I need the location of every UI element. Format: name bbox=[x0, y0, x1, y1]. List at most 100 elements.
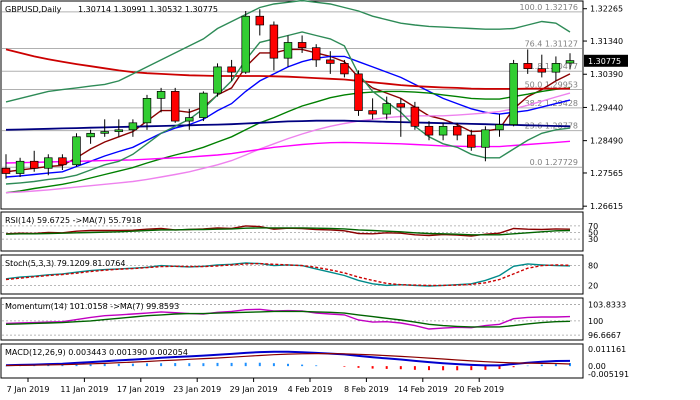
candle-body-16 bbox=[227, 66, 236, 73]
fib-label-6: 0.0 1.27729 bbox=[530, 158, 578, 167]
macd-tick-label-0: 0.011161 bbox=[588, 345, 626, 354]
time-tick-label-5: 4 Feb 2019 bbox=[288, 385, 333, 394]
candle-body-36 bbox=[509, 63, 518, 125]
time-tick-label-4: 29 Jan 2019 bbox=[230, 385, 278, 394]
candle-body-6 bbox=[86, 132, 95, 138]
time-tick-label-8: 20 Feb 2019 bbox=[454, 385, 504, 394]
candle-body-31 bbox=[438, 125, 448, 136]
candle-body-14 bbox=[199, 92, 208, 118]
candle-body-5 bbox=[72, 136, 81, 166]
momentum-tick-label-0: 103.8333 bbox=[588, 300, 626, 309]
rsi-pane bbox=[0, 211, 584, 252]
candle-body-18 bbox=[255, 15, 265, 26]
candle-body-28 bbox=[396, 103, 406, 108]
candle-body-27 bbox=[382, 103, 391, 115]
candle-body-29 bbox=[410, 106, 420, 127]
momentum-tick-label-2: 96.6667 bbox=[588, 331, 621, 340]
stoch-pane bbox=[0, 254, 584, 295]
price-tick-label-5: 1.27565 bbox=[590, 169, 623, 178]
candle-body-22 bbox=[311, 47, 321, 61]
candle-body-37 bbox=[523, 63, 532, 70]
macd-main-line bbox=[5, 350, 571, 367]
overlay-line-6 bbox=[5, 119, 571, 131]
momentum-tick-label-1: 100 bbox=[588, 317, 603, 326]
macd-signal-line bbox=[5, 353, 571, 367]
time-tick-label-1: 11 Jan 2019 bbox=[60, 385, 108, 394]
rsi-tick-label-1: 50 bbox=[588, 229, 598, 238]
rsi-label: RSI(14) 59.6725 ->MA(7) 55.7918 bbox=[5, 216, 142, 225]
candle-body-40 bbox=[565, 60, 575, 64]
time-tick-label-2: 17 Jan 2019 bbox=[117, 385, 165, 394]
price-tick-label-1: 1.31340 bbox=[590, 37, 623, 46]
current-price-label: 1.30775 bbox=[588, 57, 621, 66]
time-tick-label-7: 14 Feb 2019 bbox=[398, 385, 448, 394]
candle-body-20 bbox=[283, 42, 293, 59]
candle-body-19 bbox=[269, 24, 279, 59]
candle-body-13 bbox=[185, 117, 194, 122]
candle-body-34 bbox=[481, 129, 490, 148]
macd-plot: 0.011161 0.00-0.005191 bbox=[5, 345, 629, 379]
stoch-line-1 bbox=[5, 262, 571, 287]
stoch-tick-label-0: 80 bbox=[588, 262, 598, 271]
rsi-tick-label-2: 30 bbox=[588, 235, 598, 244]
candle-body-35 bbox=[495, 124, 504, 131]
fib-label-4: 38.2 1.29428 bbox=[525, 99, 578, 108]
candle-body-21 bbox=[297, 42, 307, 49]
candle-body-12 bbox=[170, 91, 180, 122]
macd-tick-label-1: 0.00 bbox=[588, 362, 606, 371]
fib-label-2: 61.8 1.30477 bbox=[525, 62, 578, 71]
candle-body-17 bbox=[241, 15, 250, 73]
candle-body-26 bbox=[368, 110, 377, 115]
candle-body-0 bbox=[1, 167, 11, 174]
stoch-label: Stoch(5,3,3) 79.1209 81.0764 bbox=[5, 259, 125, 268]
overlay-line-2 bbox=[5, 87, 571, 194]
candle-body-2 bbox=[29, 160, 39, 169]
candle-body-7 bbox=[100, 131, 109, 134]
price-tick-label-3: 1.29440 bbox=[590, 103, 623, 112]
candle-body-9 bbox=[128, 122, 138, 131]
candle-body-11 bbox=[156, 91, 166, 99]
price-tick-label-6: 1.26615 bbox=[590, 202, 623, 211]
rsi-line-1 bbox=[5, 227, 571, 236]
macd-label: MACD(12,26,9) 0.003443 0.001390 0.002054 bbox=[5, 348, 188, 357]
rsi-tick-label-0: 70 bbox=[588, 222, 598, 231]
candle-body-39 bbox=[551, 63, 561, 73]
momentum-line-1 bbox=[5, 310, 571, 328]
main-pane bbox=[0, 0, 584, 210]
candle-body-1 bbox=[15, 160, 25, 174]
price-tick-label-0: 1.32265 bbox=[590, 5, 623, 14]
time-axis: 7 Jan 2019 11 Jan 2019 17 Jan 2019 23 Jan 2… bbox=[7, 378, 504, 394]
current-price-box bbox=[584, 54, 628, 67]
chart-title: GBPUSD,Daily bbox=[5, 5, 62, 14]
price-tick-label-4: 1.28490 bbox=[590, 137, 623, 146]
time-tick-label-6: 8 Feb 2019 bbox=[344, 385, 389, 394]
macd-tick-label-2: -0.005191 bbox=[588, 370, 629, 379]
main-plot: 100.0 1.32176 76.4 1.31127 61.8 1.30477 50.… bbox=[1, 0, 582, 194]
overlay-line-3 bbox=[5, 92, 571, 194]
momentum-label: Momentum(14) 101.0158 ->MA(7) 99.8593 bbox=[5, 302, 179, 311]
fib-label-0: 100.0 1.32176 bbox=[519, 3, 578, 12]
candle-body-10 bbox=[142, 98, 152, 124]
candle-body-38 bbox=[537, 68, 547, 73]
fib-label-1: 76.4 1.31127 bbox=[525, 39, 578, 48]
price-tick-label-2: 1.30390 bbox=[590, 70, 623, 79]
candle-body-30 bbox=[424, 125, 434, 136]
ohlc-readout: 1.30714 1.30991 1.30532 1.30775 bbox=[78, 5, 218, 14]
candle-body-3 bbox=[44, 157, 53, 169]
candle-body-23 bbox=[326, 59, 335, 64]
stoch-tick-label-1: 20 bbox=[588, 281, 598, 290]
candle-body-33 bbox=[467, 134, 476, 148]
candle-body-25 bbox=[354, 73, 363, 111]
overlay-line-8 bbox=[5, 0, 571, 103]
momentum-plot: 103.8333 100 96.6667 bbox=[2, 300, 626, 340]
overlay-line-4 bbox=[5, 140, 571, 164]
candle-body-15 bbox=[213, 66, 222, 94]
candle-body-24 bbox=[340, 63, 349, 75]
price-axis: 1.32265 1.31340 1.30390 1.29440 1.28490 1.275… bbox=[583, 5, 628, 211]
fib-label-3: 50.0 1.29953 bbox=[525, 81, 578, 90]
time-tick-label-0: 7 Jan 2019 bbox=[7, 385, 50, 394]
stoch-plot: 80 20 bbox=[2, 262, 598, 290]
time-tick-label-3: 23 Jan 2019 bbox=[173, 385, 221, 394]
